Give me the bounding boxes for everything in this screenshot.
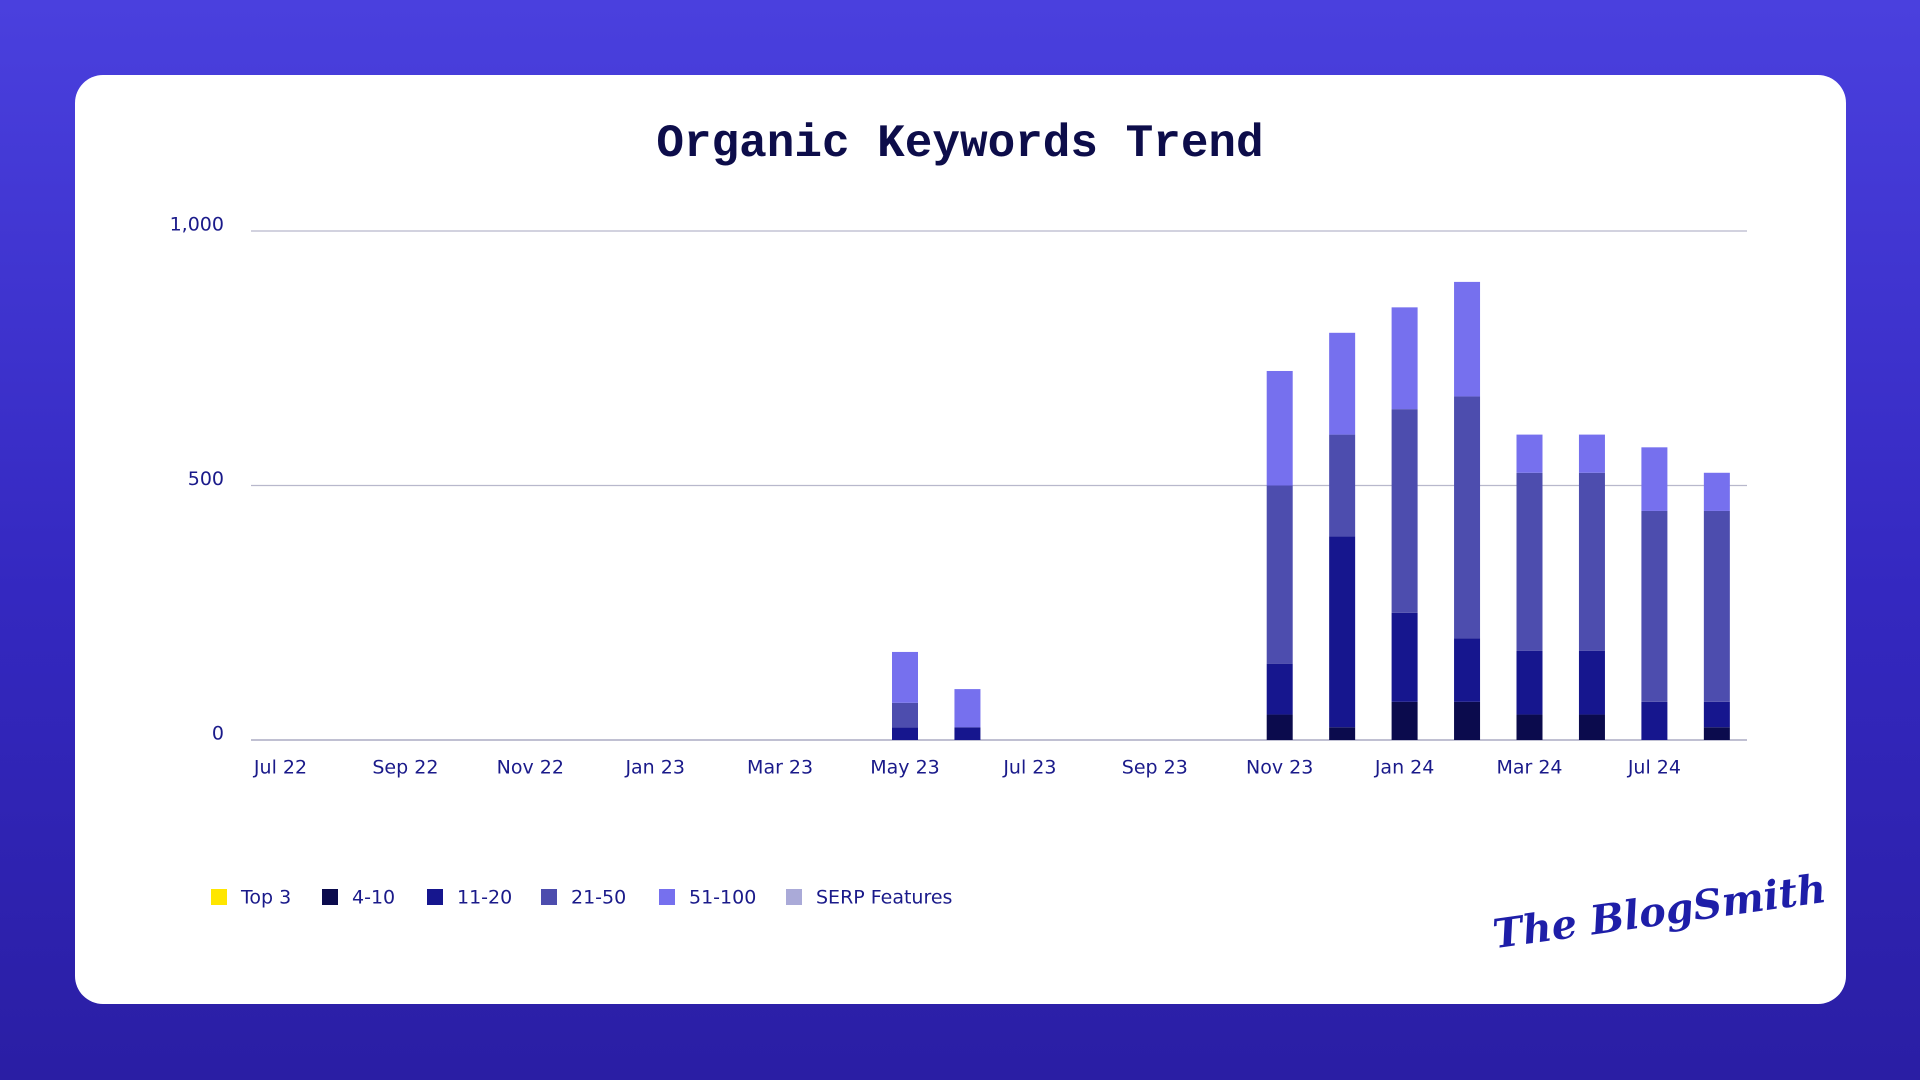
bar-segment: [1703, 510, 1730, 702]
bar-segment: [1703, 701, 1730, 728]
x-tick-label: May 23: [870, 757, 940, 779]
bar-segment: [1641, 510, 1668, 702]
bar-segment: [954, 727, 981, 740]
bar-segment: [1578, 650, 1605, 715]
x-tick-label: Sep 22: [372, 757, 438, 779]
bar-segment: [1454, 396, 1481, 639]
legend-swatch: [659, 889, 675, 905]
x-tick-label: Nov 23: [1246, 757, 1313, 779]
legend-label: 51-100: [689, 887, 756, 909]
legend-swatch: [211, 889, 227, 905]
card: [75, 75, 1846, 1004]
bar-segment: [1578, 472, 1605, 651]
y-tick-label: 0: [212, 723, 224, 745]
logo: The BlogSmith: [1490, 865, 1829, 958]
bar-segment: [892, 651, 918, 703]
bar-segment: [1454, 281, 1481, 397]
bar-segment: [1641, 701, 1668, 740]
bar-segment: [1329, 434, 1356, 537]
bar-segment: [1703, 472, 1730, 511]
chart-title: Organic Keywords Trend: [656, 118, 1263, 170]
bar-segment: [1516, 472, 1543, 651]
bar-segment: [1329, 332, 1356, 435]
bar-segment: [1391, 409, 1418, 613]
bar-segment: [892, 702, 918, 728]
x-tick-label: Jan 23: [624, 757, 685, 779]
legend-label: SERP Features: [816, 887, 952, 909]
legend-label: 21-50: [571, 887, 626, 909]
x-tick-label: Sep 23: [1122, 757, 1188, 779]
bar-segment: [1454, 638, 1481, 702]
x-tick-label: Jul 22: [253, 757, 307, 779]
bar-segment: [954, 689, 981, 728]
bar-segment: [1578, 434, 1605, 473]
y-tick-label: 500: [188, 468, 224, 490]
x-tick-label: Mar 24: [1496, 757, 1562, 779]
x-tick-label: Jul 23: [1002, 757, 1056, 779]
bar-segment: [1266, 370, 1293, 486]
x-tick-label: Jan 24: [1374, 757, 1435, 779]
bar-segment: [1516, 434, 1543, 473]
bar-segment: [1703, 727, 1730, 740]
legend-swatch: [427, 889, 443, 905]
legend-label: Top 3: [240, 887, 291, 909]
legend-swatch: [786, 889, 802, 905]
y-tick-label: 1,000: [170, 214, 224, 236]
bar-segment: [892, 727, 918, 740]
x-tick-label: Mar 23: [747, 757, 813, 779]
bar-segment: [1329, 727, 1356, 740]
legend-swatch: [541, 889, 557, 905]
bar-segment: [1516, 714, 1543, 740]
bar-segment: [1329, 536, 1356, 728]
legend-label: 11-20: [457, 887, 512, 909]
bar-segment: [1266, 663, 1293, 715]
bar-segment: [1391, 307, 1418, 410]
x-tick-label: Jul 24: [1627, 757, 1681, 779]
legend-label: 4-10: [352, 887, 395, 909]
bar-segment: [1641, 447, 1668, 511]
x-tick-label: Nov 22: [497, 757, 564, 779]
bar-segment: [1454, 701, 1481, 740]
bar-segment: [1516, 650, 1543, 715]
bar-segment: [1266, 485, 1293, 664]
bar-segment: [1391, 701, 1418, 740]
legend-swatch: [322, 889, 338, 905]
bar-segment: [1266, 714, 1293, 740]
bar-segment: [1391, 612, 1418, 702]
bar-segment: [1578, 714, 1605, 740]
